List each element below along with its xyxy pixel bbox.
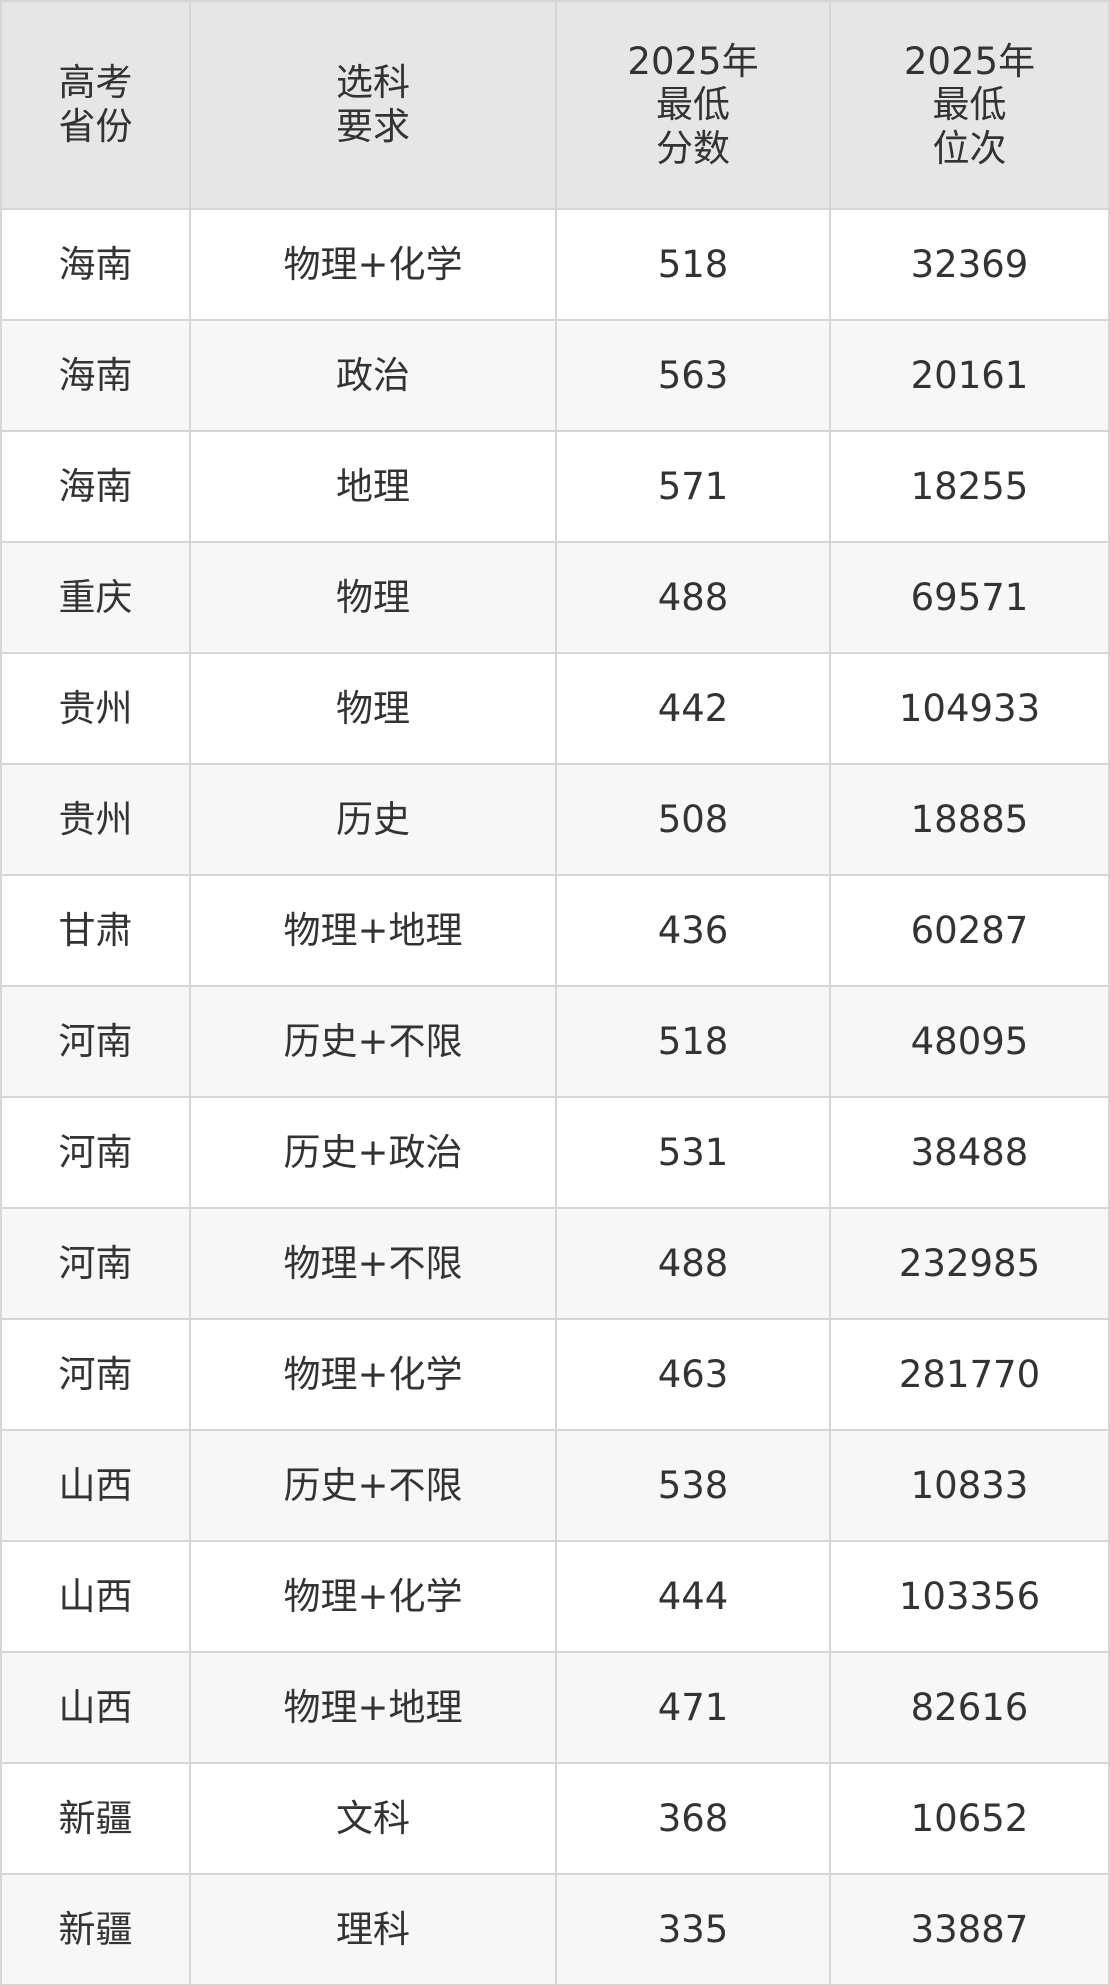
table-cell: 18885: [831, 765, 1108, 874]
table-cell: 河南: [2, 1320, 189, 1429]
table-cell: 山西: [2, 1431, 189, 1540]
table-cell: 281770: [831, 1320, 1108, 1429]
header-line: 要求: [336, 105, 410, 148]
table-cell: 物理+化学: [191, 1542, 555, 1651]
table-cell: 69571: [831, 543, 1108, 652]
table-cell: 10833: [831, 1431, 1108, 1540]
header-line: 2025年: [627, 39, 759, 83]
header-line: 省份: [58, 105, 133, 148]
header-line: 2025年: [903, 39, 1036, 83]
table-cell: 488: [557, 543, 829, 652]
table-cell: 政治: [191, 321, 555, 430]
table-cell: 历史+不限: [191, 987, 555, 1096]
table-cell: 理科: [191, 1875, 555, 1984]
table-cell: 贵州: [2, 654, 189, 763]
table-cell: 571: [557, 432, 829, 541]
header-cell: 高考 省份: [2, 2, 189, 208]
header-line: 分数: [656, 126, 730, 170]
header-line: 选科: [336, 61, 410, 105]
table-cell: 60287: [831, 876, 1108, 985]
table-cell: 物理+化学: [191, 1320, 555, 1429]
table-cell: 物理+地理: [191, 876, 555, 985]
table-cell: 444: [557, 1542, 829, 1651]
table-cell: 471: [557, 1653, 829, 1762]
table-cell: 82616: [831, 1653, 1108, 1762]
table-cell: 232985: [831, 1209, 1108, 1318]
table-cell: 463: [557, 1320, 829, 1429]
header-line: 最低: [932, 83, 1007, 127]
table-cell: 10652: [831, 1764, 1108, 1873]
header-cell: 2025年 最低 分数: [557, 2, 829, 208]
header-line: 高考: [58, 61, 133, 105]
table-cell: 32369: [831, 210, 1108, 319]
table-cell: 物理: [191, 654, 555, 763]
table-cell: 海南: [2, 210, 189, 319]
table-cell: 新疆: [2, 1875, 189, 1984]
table-cell: 18255: [831, 432, 1108, 541]
table-cell: 历史+政治: [191, 1098, 555, 1207]
table-cell: 518: [557, 210, 829, 319]
table-cell: 新疆: [2, 1764, 189, 1873]
table-cell: 甘肃: [2, 876, 189, 985]
header-line: 最低: [656, 83, 730, 127]
header-line: 位次: [932, 126, 1007, 170]
table-cell: 442: [557, 654, 829, 763]
header-cell: 选科 要求: [191, 2, 555, 208]
table-cell: 物理+化学: [191, 210, 555, 319]
table-cell: 河南: [2, 987, 189, 1096]
table-cell: 368: [557, 1764, 829, 1873]
table-cell: 104933: [831, 654, 1108, 763]
table-cell: 33887: [831, 1875, 1108, 1984]
table-cell: 20161: [831, 321, 1108, 430]
table-cell: 531: [557, 1098, 829, 1207]
table-cell: 38488: [831, 1098, 1108, 1207]
table-cell: 335: [557, 1875, 829, 1984]
table-cell: 物理: [191, 543, 555, 652]
table-cell: 508: [557, 765, 829, 874]
table-cell: 贵州: [2, 765, 189, 874]
table-cell: 538: [557, 1431, 829, 1540]
table-cell: 河南: [2, 1209, 189, 1318]
table-cell: 物理+地理: [191, 1653, 555, 1762]
table-cell: 海南: [2, 432, 189, 541]
table-cell: 563: [557, 321, 829, 430]
table-cell: 历史+不限: [191, 1431, 555, 1540]
table-cell: 山西: [2, 1653, 189, 1762]
table-cell: 48095: [831, 987, 1108, 1096]
table-cell: 436: [557, 876, 829, 985]
table-cell: 488: [557, 1209, 829, 1318]
table-cell: 物理+不限: [191, 1209, 555, 1318]
table-cell: 历史: [191, 765, 555, 874]
table-cell: 山西: [2, 1542, 189, 1651]
table-cell: 518: [557, 987, 829, 1096]
header-cell: 2025年 最低 位次: [831, 2, 1108, 208]
table-cell: 重庆: [2, 543, 189, 652]
table-cell: 海南: [2, 321, 189, 430]
table-cell: 文科: [191, 1764, 555, 1873]
table-cell: 103356: [831, 1542, 1108, 1651]
table-cell: 地理: [191, 432, 555, 541]
table-cell: 河南: [2, 1098, 189, 1207]
